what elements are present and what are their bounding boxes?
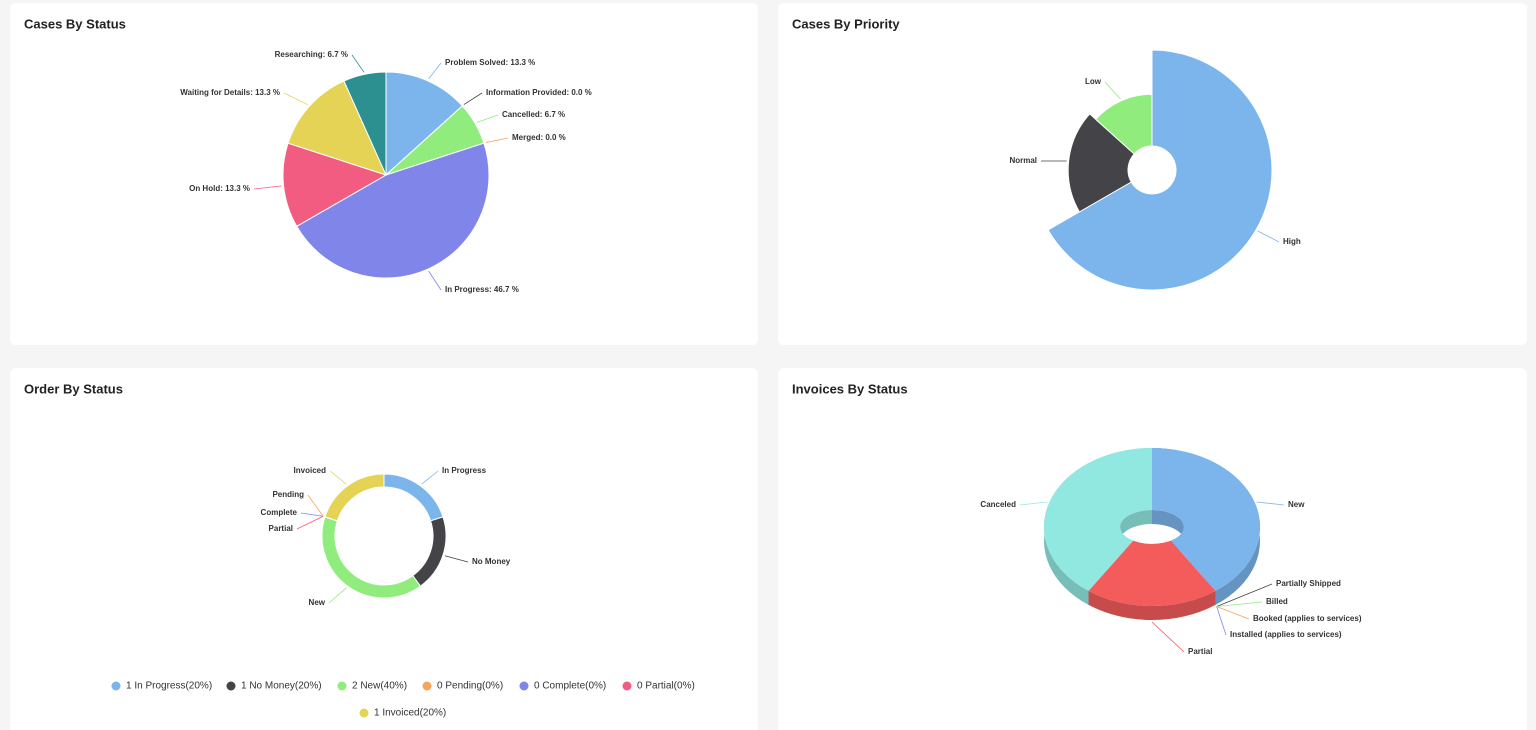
connector <box>253 185 282 190</box>
connector <box>476 114 499 123</box>
card <box>10 368 758 730</box>
data-label: No Money <box>472 557 511 566</box>
data-label: In Progress <box>442 466 487 475</box>
legend-label: 0 Complete(0%) <box>534 681 606 692</box>
donut-slice <box>1152 448 1260 591</box>
connector <box>1257 230 1280 243</box>
data-label: Invoiced <box>294 466 327 475</box>
card <box>778 3 1527 345</box>
legend-label: 0 Partial(0%) <box>637 681 695 692</box>
data-label: Merged: 0.0 % <box>512 133 566 142</box>
pie-slice <box>282 142 388 227</box>
connector <box>428 270 442 291</box>
data-label: New <box>1288 500 1305 509</box>
data-label: Complete <box>261 508 298 517</box>
legend-label: 0 Pending(0%) <box>437 681 503 692</box>
connector <box>351 54 365 73</box>
connector <box>1216 583 1273 607</box>
data-label: Waiting for Details: 13.3 % <box>180 88 280 97</box>
legend-marker <box>422 681 432 691</box>
connector <box>1216 601 1263 607</box>
data-label: Problem Solved: 13.3 % <box>445 58 535 67</box>
connector <box>485 137 509 143</box>
data-label: Canceled <box>980 500 1016 509</box>
connector <box>1256 501 1285 506</box>
pie-slice <box>1094 93 1153 155</box>
donut-slice <box>1044 448 1152 591</box>
data-label: Partial <box>1188 647 1212 656</box>
legend-marker <box>622 681 632 691</box>
data-label: Cancelled: 6.7 % <box>502 110 565 119</box>
pie-slice <box>1047 49 1273 291</box>
data-label: Pending <box>272 490 304 499</box>
data-label: Normal <box>1009 156 1037 165</box>
card-title: Invoices By Status <box>792 381 908 396</box>
legend-marker <box>359 708 369 718</box>
legend-marker <box>111 681 121 691</box>
card-title: Cases By Priority <box>792 16 900 31</box>
connector <box>300 512 324 517</box>
data-label: Installed (applies to services) <box>1230 630 1342 639</box>
connector <box>1216 606 1227 636</box>
donut-slice <box>324 473 385 522</box>
connector <box>428 62 442 80</box>
connector <box>463 92 483 105</box>
donut-slice <box>1088 540 1216 606</box>
data-label: Partial <box>269 524 293 533</box>
pie-slice <box>343 71 387 176</box>
data-label: Researching: 6.7 % <box>275 50 348 59</box>
connector <box>328 587 347 604</box>
connector <box>1019 501 1048 506</box>
connector <box>444 555 469 563</box>
pie-slice <box>287 80 387 176</box>
legend-label: 1 Invoiced(20%) <box>374 708 446 719</box>
legend-marker <box>226 681 236 691</box>
data-label: Information Provided: 0.0 % <box>486 88 592 97</box>
legend-label: 1 No Money(20%) <box>241 681 322 692</box>
data-label: Low <box>1085 77 1102 86</box>
connector <box>1216 606 1250 620</box>
legend-label: 2 New(40%) <box>352 681 407 692</box>
legend-marker <box>519 681 529 691</box>
data-label: In Progress: 46.7 % <box>445 285 519 294</box>
connector <box>1104 81 1121 100</box>
connector <box>421 470 439 485</box>
slice-side <box>1088 590 1216 620</box>
connector <box>283 92 309 106</box>
data-label: Billed <box>1266 597 1288 606</box>
connector <box>307 494 324 517</box>
card-title: Order By Status <box>24 381 123 396</box>
data-label: New <box>309 598 326 607</box>
data-label: Booked (applies to services) <box>1253 614 1362 623</box>
legend-marker <box>337 681 347 691</box>
data-label: Partially Shipped <box>1276 579 1341 588</box>
data-label: High <box>1283 237 1301 246</box>
pie-slice <box>385 71 464 177</box>
data-label: On Hold: 13.3 % <box>189 184 250 193</box>
connector <box>1151 621 1185 653</box>
pie-slice <box>1067 113 1135 213</box>
connector <box>296 515 324 530</box>
legend-label: 1 In Progress(20%) <box>126 681 212 692</box>
connector <box>329 470 347 485</box>
card-title: Cases By Status <box>24 16 126 31</box>
pie-slice <box>296 142 490 279</box>
